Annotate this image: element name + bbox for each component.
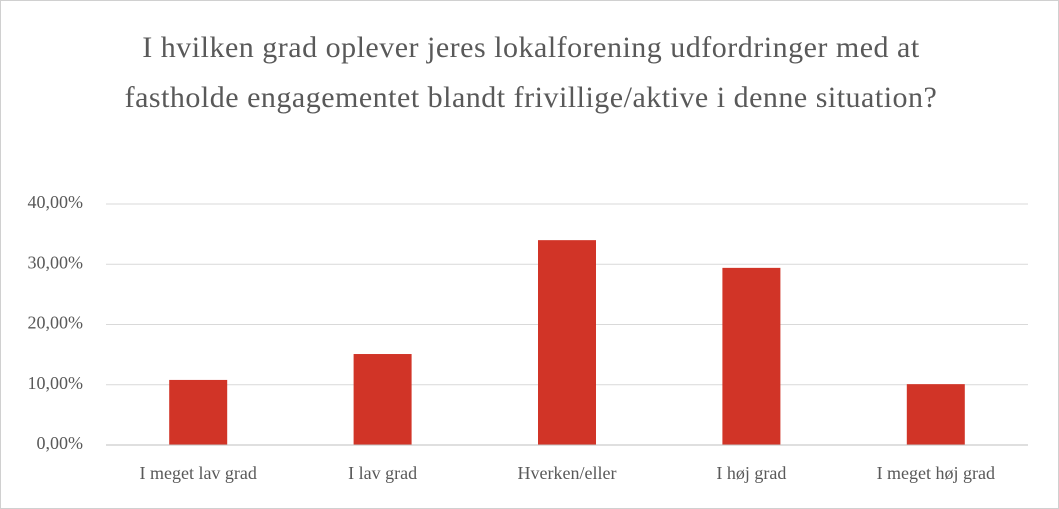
x-tick-label: I lav grad bbox=[348, 463, 417, 483]
x-tick-label: Hverken/eller bbox=[518, 463, 617, 483]
x-tick-label: I meget lav grad bbox=[139, 463, 256, 483]
bar bbox=[722, 267, 781, 445]
bar bbox=[906, 384, 965, 445]
x-tick-label: I høj grad bbox=[716, 463, 786, 483]
y-tick-label: 10,00% bbox=[28, 373, 84, 393]
y-tick-label: 20,00% bbox=[28, 313, 84, 333]
bar bbox=[538, 240, 596, 445]
bar bbox=[353, 354, 412, 445]
chart-title: I hvilken grad oplever jeres lokalforeni… bbox=[124, 31, 938, 114]
bar bbox=[169, 379, 228, 445]
y-tick-label: 0,00% bbox=[37, 433, 84, 453]
y-tick-label: 40,00% bbox=[28, 192, 84, 212]
x-tick-label: I meget høj grad bbox=[877, 463, 995, 483]
y-tick-label: 30,00% bbox=[28, 252, 84, 272]
